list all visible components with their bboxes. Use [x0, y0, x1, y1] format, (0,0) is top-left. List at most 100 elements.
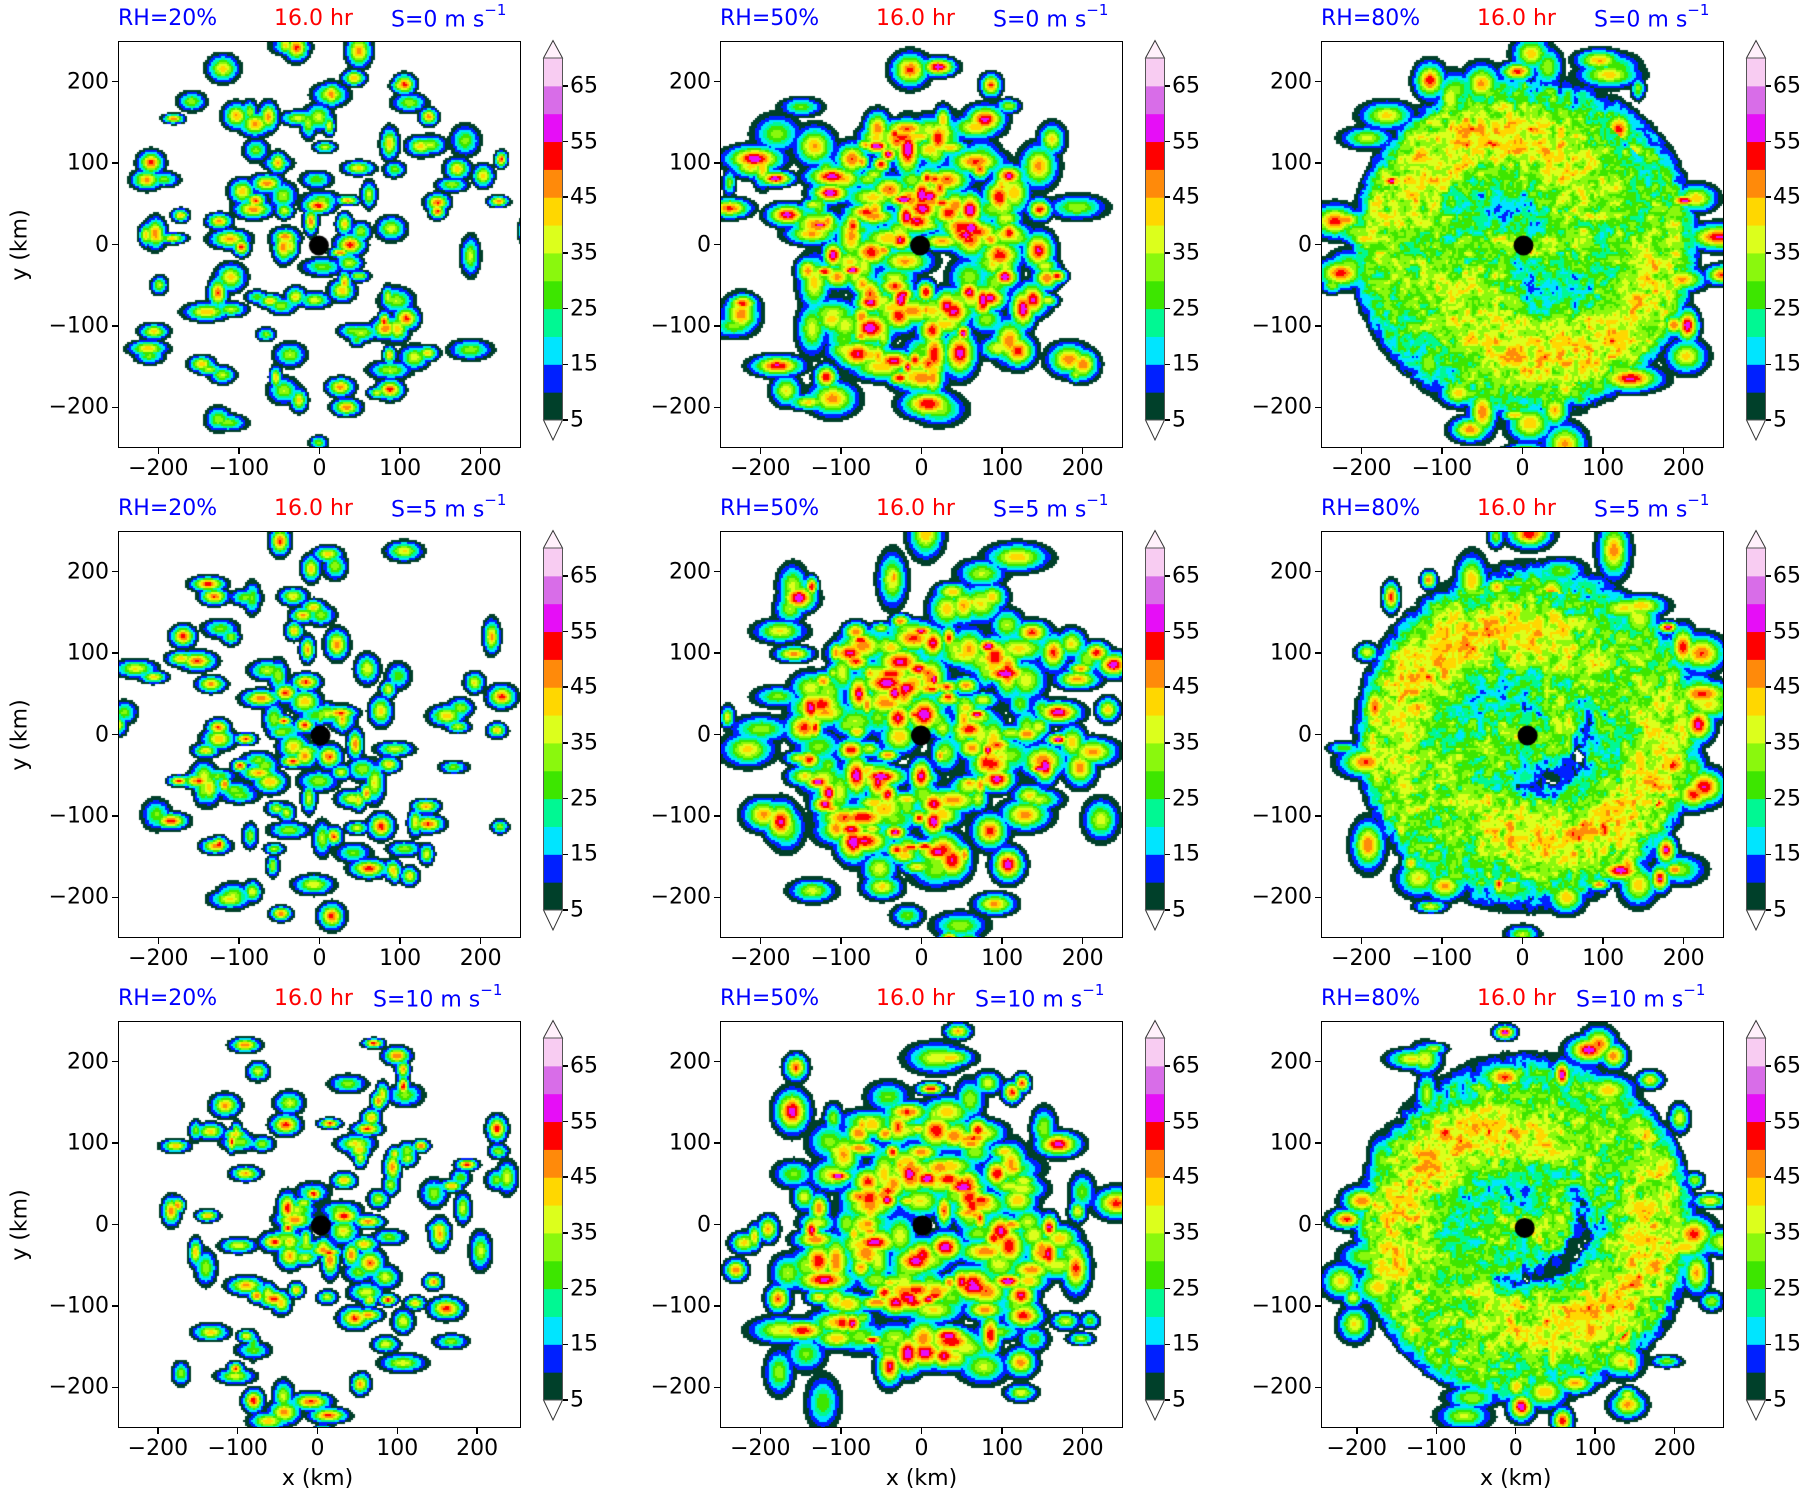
colorbar-bin-40 [1746, 1177, 1766, 1206]
colorbar-bin-65 [1746, 548, 1766, 577]
colorbar-tick [1766, 419, 1771, 421]
colorbar-tick [1766, 1343, 1771, 1346]
y-tick-label: 200 [67, 69, 109, 95]
colorbar-bin-5 [1746, 392, 1766, 421]
colorbar-extend-max [1745, 1019, 1767, 1039]
x-tick [1682, 938, 1685, 944]
colorbar-svg [542, 529, 564, 932]
colorbar-outline [1145, 57, 1165, 421]
colorbar-tick-label: 55 [1172, 1109, 1200, 1135]
colorbar-bin-25 [543, 770, 563, 800]
x-tick [1356, 1428, 1358, 1434]
x-tick-label: −100 [810, 456, 872, 481]
colorbar-tick [563, 419, 568, 421]
colorbar-bin-25 [1746, 1260, 1766, 1290]
colorbar-bin-40 [1746, 197, 1766, 226]
x-tick-label: −100 [208, 456, 270, 481]
y-tick [1315, 1223, 1321, 1226]
colorbar-svg [1745, 1019, 1767, 1422]
colorbar-bin-10 [543, 854, 563, 883]
colorbar-bin-50 [543, 141, 563, 170]
colorbar-tick-label: 45 [1773, 184, 1801, 210]
x-tick-label: −200 [1331, 456, 1392, 481]
y-tick-label: 100 [669, 640, 711, 666]
colorbar-tick [1766, 252, 1771, 254]
x-tick [1360, 938, 1363, 944]
colorbar-bin-35 [543, 715, 563, 744]
x-tick [840, 938, 842, 944]
colorbar-tick-label: 15 [1172, 841, 1200, 867]
colorbar-bin-55 [1746, 603, 1766, 633]
colorbar-bin-50 [1746, 141, 1766, 170]
y-tick-label: 200 [67, 1049, 109, 1075]
colorbar-bin-40 [1145, 1177, 1165, 1206]
colorbar-tick [1165, 1232, 1170, 1234]
colorbar-tick [1165, 1176, 1170, 1178]
colorbar-tick [563, 1399, 568, 1401]
x-tick [396, 1428, 399, 1434]
colorbar-bin-20 [543, 798, 563, 827]
shear-exponent: −1 [1086, 491, 1109, 509]
colorbar-outline [543, 1037, 563, 1401]
reflectivity-field [119, 42, 520, 447]
colorbar-outline [1746, 57, 1766, 421]
y-tick [714, 1223, 720, 1226]
panel-title-rh: RH=20% [118, 986, 218, 1011]
colorbar-tick [1766, 363, 1771, 366]
colorbar-tick-label: 45 [570, 674, 598, 700]
x-tick [840, 448, 842, 454]
x-tick-label: 200 [456, 1436, 499, 1461]
y-tick-label: 200 [669, 559, 711, 585]
reflectivity-map [1321, 1021, 1724, 1428]
y-tick-label: −200 [650, 1374, 711, 1400]
colorbar-tick-label: 5 [1172, 897, 1186, 923]
colorbar-extend-max [542, 529, 564, 549]
colorbar-svg [1144, 1019, 1166, 1422]
colorbar-bin-55 [543, 1093, 563, 1123]
x-tick-label: 0 [1508, 1436, 1523, 1461]
y-tick-label: −200 [48, 884, 109, 910]
x-tick [1360, 448, 1363, 454]
x-tick-label: 100 [981, 1436, 1024, 1461]
colorbar-tick-label: 55 [570, 619, 598, 645]
colorbar-tick-label: 15 [1773, 1331, 1801, 1357]
x-tick [920, 1428, 923, 1434]
colorbar-tick-label: 55 [1172, 129, 1200, 155]
colorbar-bin-25 [543, 280, 563, 310]
x-tick-label: 200 [459, 946, 502, 971]
x-tick-label: 0 [914, 1436, 929, 1461]
colorbar-bin-30 [1145, 1232, 1165, 1262]
shear-text: S=10 m s [1576, 987, 1684, 1013]
colorbar-tick [563, 853, 568, 856]
colorbar-tick-label: 55 [1172, 619, 1200, 645]
x-tick [759, 938, 762, 944]
shear-text: S=0 m s [391, 7, 485, 33]
colorbar-bin-5 [543, 392, 563, 421]
colorbar-bin-45 [1746, 169, 1766, 198]
colorbar-tick-label: 25 [1172, 296, 1200, 322]
x-tick [840, 1428, 842, 1434]
reflectivity-map [720, 41, 1123, 448]
colorbar-svg [1745, 529, 1767, 932]
colorbar-bin-55 [1145, 603, 1165, 633]
panel-title-time: 16.0 hr [274, 6, 353, 31]
colorbar-bin-5 [543, 1372, 563, 1401]
colorbar-bin-40 [543, 687, 563, 716]
colorbar-tick [563, 1120, 568, 1123]
colorbar-bin-20 [1145, 1288, 1165, 1317]
x-tick [920, 448, 923, 454]
x-tick-label: 100 [379, 946, 422, 971]
colorbar-bin-40 [543, 197, 563, 226]
shear-text: S=10 m s [373, 987, 481, 1013]
y-tick-label: 0 [95, 1212, 109, 1237]
y-tick-label: 200 [669, 69, 711, 95]
y-tick-label: 0 [95, 232, 109, 257]
x-tick-label: −100 [208, 946, 270, 971]
panel-title-shear: S=10 m s−1 [1576, 981, 1705, 1013]
shear-text: S=5 m s [1594, 497, 1688, 523]
colorbar-svg [542, 1019, 564, 1422]
x-tick-label: −200 [730, 456, 791, 481]
colorbar-bin-10 [1145, 854, 1165, 883]
colorbar-tick-label: 25 [1172, 1276, 1200, 1302]
colorbar-bin-5 [1746, 882, 1766, 911]
